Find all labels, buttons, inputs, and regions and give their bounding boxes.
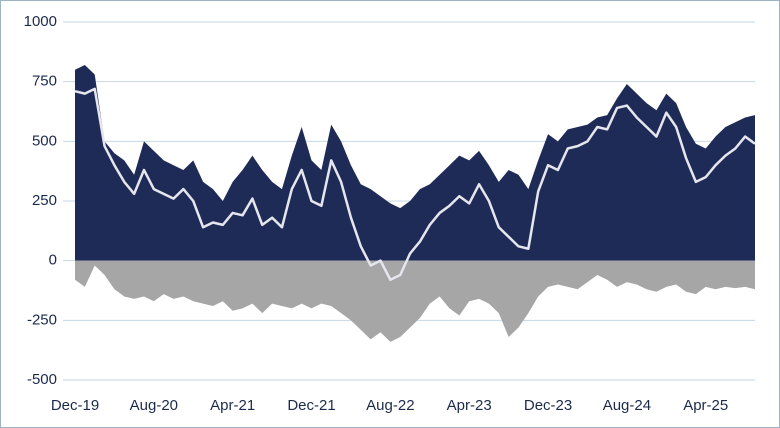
y-tick-label: -500: [27, 371, 57, 388]
y-tick-label: -250: [27, 311, 57, 328]
y-tick-label: 750: [32, 73, 57, 90]
y-tick-label: 1000: [24, 13, 57, 30]
y-tick-label: 0: [49, 252, 57, 269]
y-tick-label: 250: [32, 192, 57, 209]
x-tick-label: Apr-23: [447, 397, 492, 414]
line: [74, 87, 756, 282]
x-tick-label: Apr-21: [210, 397, 255, 414]
area: [75, 260, 755, 342]
x-tick-label: Apr-25: [683, 397, 728, 414]
x-tick-label: Aug-22: [366, 397, 414, 414]
y-tick-label: 500: [32, 132, 57, 149]
x-tick-label: Aug-20: [130, 397, 178, 414]
x-tick-label: Dec-21: [287, 397, 335, 414]
x-tick-label: Dec-19: [51, 397, 99, 414]
x-tick-label: Aug-24: [603, 397, 651, 414]
x-tick-label: Dec-23: [524, 397, 572, 414]
